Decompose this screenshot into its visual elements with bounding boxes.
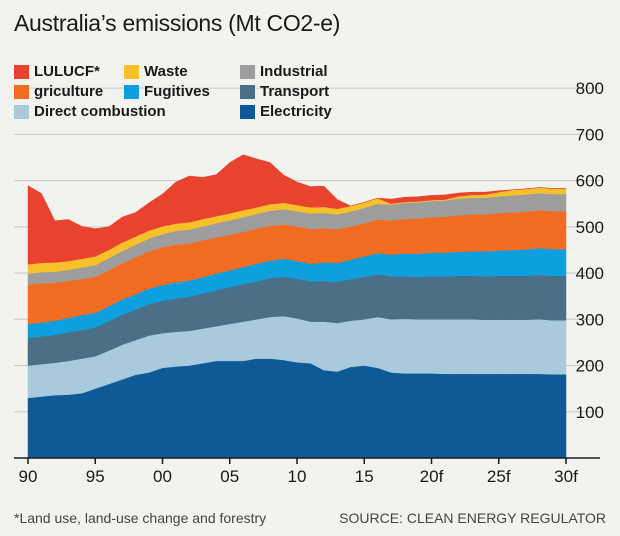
legend-label-direct-combustion: Direct combustion bbox=[34, 103, 166, 120]
legend-item-direct-combustion: Direct combustion bbox=[14, 103, 166, 120]
legend-swatch-waste bbox=[124, 64, 139, 79]
legend-item-agriculture: griculture bbox=[14, 83, 103, 100]
legend-swatch-fugitives bbox=[124, 84, 139, 99]
legend-swatch-transport bbox=[240, 84, 255, 99]
legend-label-transport: Transport bbox=[260, 83, 330, 100]
y-tick-label: 200 bbox=[576, 357, 604, 376]
legend-label-lulucf: LULUCF* bbox=[34, 63, 100, 80]
legend-label-waste: Waste bbox=[144, 63, 188, 80]
x-tick-label: 90 bbox=[19, 467, 38, 486]
y-tick-label: 700 bbox=[576, 125, 604, 144]
legend-item-industrial: Industrial bbox=[240, 63, 328, 80]
x-tick-label: 25f bbox=[487, 467, 511, 486]
area-lulucf bbox=[27, 154, 566, 265]
x-tick-label: 20f bbox=[420, 467, 444, 486]
y-tick-label: 400 bbox=[576, 264, 604, 283]
legend-label-electricity: Electricity bbox=[260, 103, 332, 120]
axes: 100 200 300 400 500 600 700 800 90 95 00 05 10 15 20f 2… bbox=[14, 79, 604, 486]
legend-swatch-direct-combustion bbox=[14, 104, 29, 119]
legend: LULUCF* Waste Industrial griculture Fugi… bbox=[14, 63, 374, 123]
legend-item-waste: Waste bbox=[124, 63, 188, 80]
y-tick-label: 100 bbox=[576, 403, 604, 422]
legend-swatch-agriculture bbox=[14, 84, 29, 99]
legend-item-fugitives: Fugitives bbox=[124, 83, 210, 100]
area-series bbox=[27, 154, 567, 459]
x-tick-label: 10 bbox=[288, 467, 307, 486]
y-tick-label: 300 bbox=[576, 310, 604, 329]
legend-label-agriculture: griculture bbox=[34, 83, 104, 100]
legend-label-fugitives: Fugitives bbox=[144, 83, 210, 100]
legend-item-lulucf: LULUCF* bbox=[14, 63, 100, 80]
legend-swatch-industrial bbox=[240, 64, 255, 79]
legend-swatch-electricity bbox=[240, 104, 255, 119]
x-tick-label: 15 bbox=[355, 467, 374, 486]
legend-swatch-lulucf bbox=[14, 64, 29, 79]
y-tick-label: 600 bbox=[576, 172, 604, 191]
chart-title: Australia’s emissions (Mt CO2-e) bbox=[14, 10, 341, 36]
footnote: *Land use, land-use change and forestry bbox=[14, 510, 267, 526]
x-tick-label: 00 bbox=[153, 467, 172, 486]
y-tick-label: 800 bbox=[576, 79, 604, 98]
x-tick-label: 30f bbox=[554, 467, 578, 486]
x-tick-label: 05 bbox=[220, 467, 239, 486]
y-tick-label: 500 bbox=[576, 218, 604, 237]
legend-item-transport: Transport bbox=[240, 83, 329, 100]
legend-item-electricity: Electricity bbox=[240, 103, 332, 120]
legend-label-industrial: Industrial bbox=[260, 63, 328, 80]
x-tick-label: 95 bbox=[86, 467, 105, 486]
source-credit: SOURCE: CLEAN ENERGY REGULATOR bbox=[339, 510, 606, 526]
